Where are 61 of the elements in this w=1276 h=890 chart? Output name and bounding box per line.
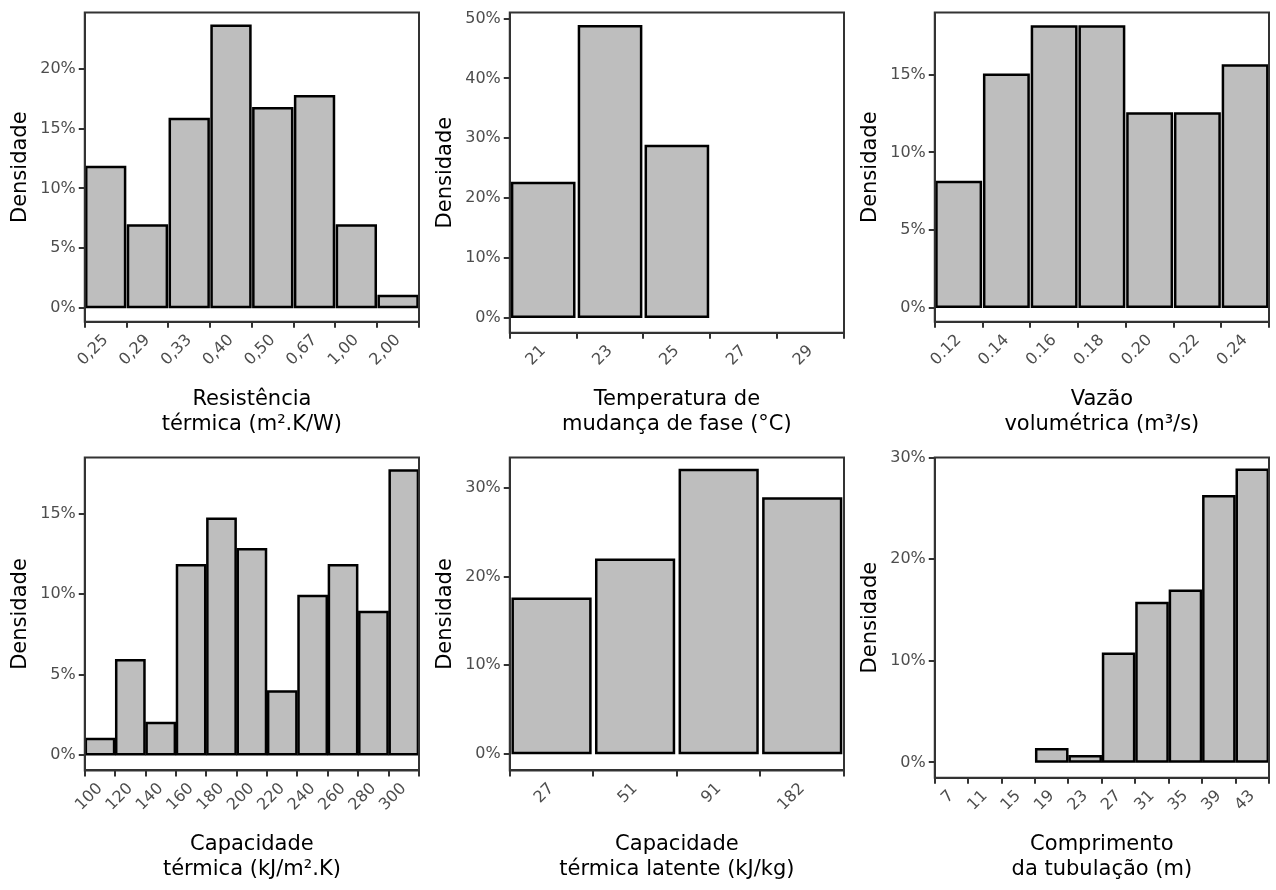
x-axis-title: Comprimento da tubulação (m) <box>1011 830 1193 880</box>
y-tick-label: 30% <box>465 476 501 496</box>
y-tick-label: 20% <box>890 548 926 568</box>
y-tick-label: 50% <box>465 7 501 27</box>
y-tick-label: 5% <box>50 237 76 257</box>
y-tick-label: 15% <box>40 503 76 523</box>
y-tick-label: 0% <box>50 297 76 317</box>
x-tick-label: 300 <box>374 778 410 814</box>
x-tick-label: 25 <box>654 340 683 369</box>
y-tick-label: 20% <box>465 187 501 207</box>
y-axis-title: Densidade <box>7 111 32 224</box>
x-axis-title: Vazão volumétrica (m³/s) <box>1004 385 1200 435</box>
x-tick-label: 43 <box>1230 785 1259 814</box>
x-tick-label: 23 <box>1063 785 1091 814</box>
x-tick-label: 21 <box>521 340 549 369</box>
y-tick-label: 20% <box>465 565 501 585</box>
y-tick-label: 0% <box>50 744 76 764</box>
y-axis-title: Densidade <box>432 116 457 229</box>
x-tick-label: 23 <box>587 340 616 369</box>
x-tick-label: 27 <box>529 778 558 807</box>
x-tick-label: 39 <box>1196 785 1225 814</box>
y-tick-label: 30% <box>465 127 501 147</box>
y-axis-title: Densidade <box>857 561 882 674</box>
y-tick-label: 0% <box>900 297 926 316</box>
x-tick-label: 27 <box>721 340 750 369</box>
y-tick-label: 5% <box>50 663 76 683</box>
x-tick-label: 35 <box>1163 785 1192 814</box>
y-tick-label: 15% <box>40 117 76 137</box>
x-tick-label: 7 <box>936 785 958 807</box>
x-axis-title: Resistência térmica (m².K/W) <box>161 385 343 435</box>
y-tick-label: 10% <box>465 247 501 267</box>
x-tick-label: 31 <box>1129 785 1158 814</box>
x-axis-title: Temperatura de mudança de fase (°C) <box>562 385 792 435</box>
x-axis-title: Capacidade térmica latente (kJ/kg) <box>559 830 795 880</box>
x-tick-label: 19 <box>1029 785 1058 814</box>
x-tick-label: 51 <box>613 778 641 807</box>
y-tick-label: 20% <box>40 57 76 77</box>
y-axis-title: Densidade <box>857 111 882 224</box>
x-tick-label: 200 <box>222 778 258 814</box>
x-tick-label: 15 <box>996 785 1025 814</box>
y-tick-label: 10% <box>890 141 926 161</box>
y-tick-label: 10% <box>890 649 926 669</box>
x-tick-label: 29 <box>788 340 817 369</box>
y-axis-title: Densidade <box>7 558 32 670</box>
y-tick-label: 0% <box>475 743 501 763</box>
y-tick-label: 10% <box>40 583 76 603</box>
y-tick-label: 10% <box>465 654 501 674</box>
y-tick-label: 0% <box>900 751 926 771</box>
y-tick-label: 30% <box>890 446 926 466</box>
y-tick-label: 0% <box>475 306 501 326</box>
x-tick-label: 11 <box>962 785 991 814</box>
x-tick-label: 91 <box>696 778 725 807</box>
x-tick-label: 27 <box>1096 785 1125 814</box>
y-tick-label: 5% <box>900 219 926 239</box>
x-tick-label: 100 <box>70 778 106 814</box>
y-tick-label: 40% <box>465 67 501 87</box>
x-axis-title: Capacidade térmica (kJ/m².K) <box>162 830 341 880</box>
y-tick-label: 15% <box>890 63 926 83</box>
y-axis-title: Densidade <box>432 558 457 670</box>
y-tick-label: 10% <box>40 177 76 197</box>
x-tick-label: 182 <box>772 778 808 814</box>
